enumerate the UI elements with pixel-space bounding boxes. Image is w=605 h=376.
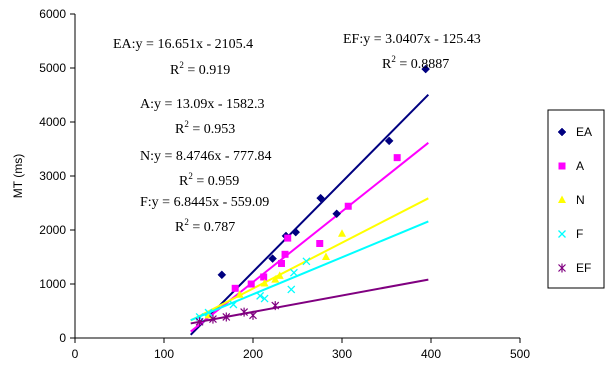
r-squared-n: R2 = 0.959 [179, 171, 239, 189]
axes: 0 1000 2000 3000 4000 5000 6000 0 100 200 300 400 50… [11, 7, 530, 361]
point-a [316, 240, 324, 247]
y-tick-label: 4000 [39, 115, 66, 129]
legend-label-n: N [576, 193, 585, 207]
y-axis-title: MT (ms) [11, 154, 25, 198]
point-ea [332, 209, 342, 219]
x-tick-label: 500 [510, 347, 530, 361]
point-f [260, 294, 269, 303]
point-f [204, 308, 213, 317]
trendline-ef [190, 278, 429, 325]
point-a [284, 234, 292, 242]
point-ea [291, 227, 301, 237]
legend-label-a: A [576, 159, 584, 173]
legend-marker-n [558, 195, 566, 203]
equation-f: F:y = 6.8445x - 559.09 [140, 195, 269, 210]
trendlines [189, 94, 430, 336]
point-a [344, 202, 352, 210]
point-f [289, 268, 298, 277]
legend-box [547, 109, 605, 289]
r-squared-a: R2 = 0.953 [175, 119, 235, 137]
point-a [247, 280, 255, 288]
y-tick-label: 1000 [39, 277, 66, 291]
point-f [256, 291, 265, 300]
point-f [287, 285, 296, 294]
point-ef [240, 307, 249, 317]
data-points [195, 64, 431, 327]
r-squared-ef: R2 = 0.8887 [382, 54, 449, 72]
equation-n: N:y = 8.4746x - 777.84 [140, 149, 272, 164]
point-ea [421, 64, 431, 74]
trendline-f [190, 220, 429, 322]
point-n [235, 290, 244, 298]
legend: EA A N F EF [547, 109, 605, 289]
point-ef [271, 301, 280, 311]
x-tick-label: 300 [332, 347, 352, 361]
legend-marker-ea [557, 127, 567, 137]
point-ef [222, 312, 231, 322]
point-ea [384, 136, 394, 146]
equation-ef: EF:y = 3.0407x - 125.43 [343, 32, 481, 47]
point-a [277, 259, 285, 267]
equation-a: A:y = 13.09x - 1582.3 [140, 97, 265, 112]
legend-marker-ef [558, 263, 566, 273]
legend-label-ea: EA [576, 125, 592, 139]
point-a [281, 250, 289, 258]
point-ef [249, 310, 257, 320]
point-ef [209, 314, 217, 324]
x-tick-label: 200 [243, 347, 263, 361]
r-squared-f: R2 = 0.787 [175, 217, 235, 235]
legend-marker-f [558, 230, 566, 238]
y-tick-label: 2000 [39, 223, 66, 237]
trendline-ea [189, 94, 430, 336]
x-tick-label: 400 [421, 347, 441, 361]
y-tick-label: 3000 [39, 169, 66, 183]
equation-ea: EA:y = 16.651x - 2105.4 [113, 37, 253, 52]
legend-marker-a [558, 162, 566, 170]
y-tick-label: 5000 [39, 61, 66, 75]
point-a [393, 154, 401, 162]
point-f [229, 300, 238, 309]
point-n [275, 271, 284, 279]
legend-label-f: F [576, 227, 583, 241]
point-n [260, 278, 269, 287]
legend-label-ef: EF [576, 261, 591, 275]
x-tick-label: 0 [72, 347, 79, 361]
point-f [302, 257, 311, 266]
trendline-n [190, 197, 429, 322]
point-ea [268, 254, 277, 263]
point-ea [316, 193, 325, 203]
r-squared-ea: R2 = 0.919 [170, 60, 230, 78]
y-tick-label: 0 [59, 331, 66, 345]
point-ea [217, 270, 227, 280]
point-n [321, 252, 330, 260]
trend-equations: EA:y = 16.651x - 2105.4 R2 = 0.919 A:y = 1… [113, 32, 481, 235]
y-tick-label: 6000 [39, 7, 66, 21]
point-a [231, 284, 239, 292]
point-n [338, 229, 346, 237]
x-tick-label: 100 [154, 347, 174, 361]
point-ef [195, 317, 204, 327]
point-n [271, 275, 280, 283]
point-a [260, 273, 268, 281]
